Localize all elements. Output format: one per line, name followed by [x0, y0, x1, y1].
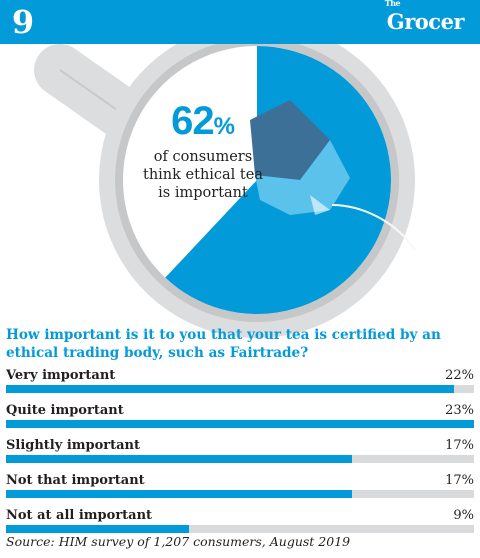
bar-value-label-2: 23%	[445, 403, 474, 418]
header-band	[0, 0, 480, 44]
bar-label-3: Slightly important	[6, 438, 141, 453]
tea-bag-icon	[250, 100, 426, 321]
headline-line-3: is important	[158, 185, 248, 201]
bar-track-4	[6, 490, 474, 498]
bar-label-5: Not at all important	[6, 508, 153, 523]
headline-percent: 62%	[128, 100, 278, 148]
bar-value-label-1: 22%	[445, 368, 474, 383]
brand-name: Grocer	[386, 9, 465, 34]
headline-percent-sign: %	[213, 113, 235, 140]
bar-1	[6, 385, 454, 393]
bar-track-1	[6, 385, 474, 393]
headline-line-2: think ethical tea	[143, 167, 263, 183]
source-note: Source: HIM survey of 1,207 consumers, A…	[6, 534, 351, 549]
bar-value-label-5: 9%	[453, 508, 474, 523]
issue-number: 9	[11, 3, 35, 41]
bar-track-2	[6, 420, 474, 428]
brand-logo: The Grocer	[385, 0, 465, 40]
bar-label-2: Quite important	[6, 403, 124, 418]
bar-4	[6, 490, 352, 498]
chart-title: How important is it to you that your tea…	[6, 327, 441, 361]
headline-line-1: of consumers	[153, 149, 253, 165]
bar-3	[6, 455, 352, 463]
headline-percent-value: 62	[171, 99, 214, 143]
bar-5	[6, 525, 189, 533]
bar-value-label-3: 17%	[445, 438, 474, 453]
headline-stat: 62% of consumers think ethical tea is im…	[128, 100, 278, 202]
bar-label-1: Very important	[6, 368, 116, 383]
bar-2	[6, 420, 474, 428]
brand-small-text: The	[384, 0, 401, 8]
bar-track-3	[6, 455, 474, 463]
headline-text: of consumers think ethical tea is import…	[128, 148, 278, 202]
bar-track-5	[6, 525, 474, 533]
bar-label-4: Not that important	[6, 473, 145, 488]
bar-value-label-4: 17%	[445, 473, 474, 488]
